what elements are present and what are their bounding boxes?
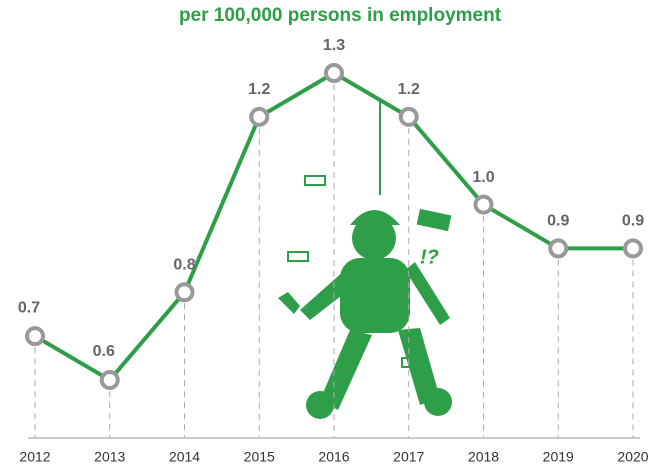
value-label: 0.9: [622, 213, 644, 230]
x-tick-label: 2012: [19, 449, 50, 465]
value-label: 1.3: [323, 37, 345, 54]
value-label: 1.2: [398, 81, 420, 98]
x-tick-label: 2014: [169, 449, 200, 465]
value-label: 0.7: [18, 299, 40, 316]
x-tick-label: 2017: [393, 449, 424, 465]
marker: [25, 326, 45, 347]
marker: [548, 238, 569, 259]
value-label: 1.2: [248, 81, 270, 98]
x-tick-label: 2013: [94, 449, 125, 465]
worker-illustration: !?: [278, 100, 452, 419]
x-tick-label: 2015: [244, 449, 275, 465]
value-label: 0.6: [93, 343, 115, 360]
marker: [473, 194, 494, 215]
marker: [324, 63, 344, 83]
value-label: 0.9: [547, 213, 569, 230]
value-label: 1.0: [472, 169, 494, 186]
x-tick-label: 2016: [318, 449, 349, 465]
marker: [623, 238, 643, 259]
x-tick-label: 2020: [617, 449, 648, 465]
marker: [398, 106, 419, 127]
value-label: 0.8: [173, 257, 195, 274]
x-tick-label: 2019: [543, 449, 574, 465]
svg-text:!?: !?: [420, 246, 439, 268]
marker: [99, 370, 120, 390]
marker: [174, 282, 195, 303]
chart-title: per 100,000 persons in employment: [179, 5, 502, 26]
x-tick-label: 2018: [468, 449, 499, 465]
marker: [249, 106, 270, 127]
